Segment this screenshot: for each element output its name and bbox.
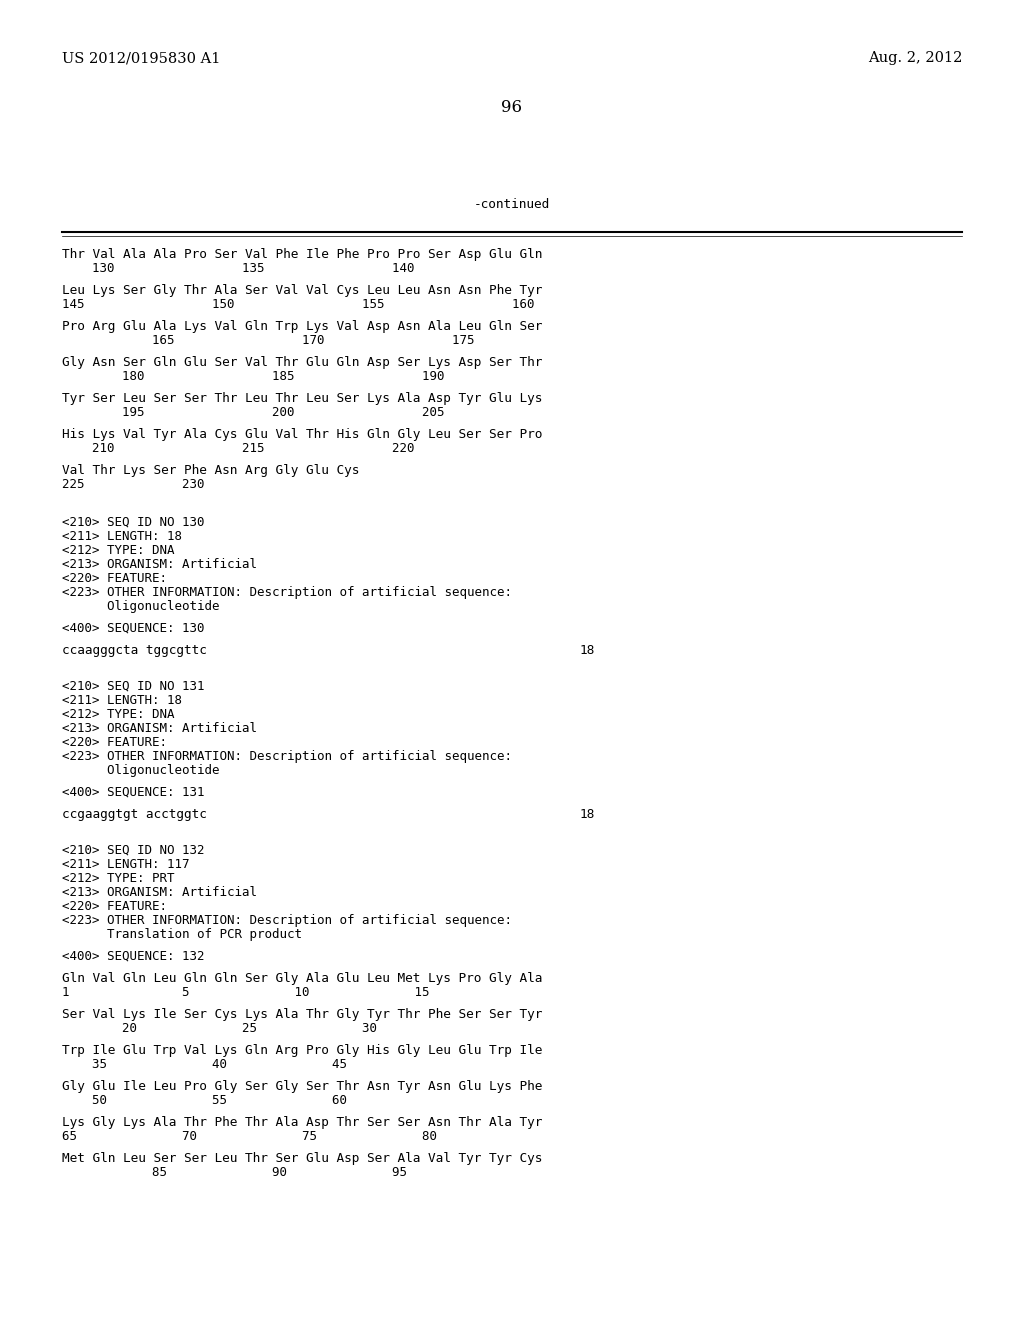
- Text: <211> LENGTH: 18: <211> LENGTH: 18: [62, 694, 182, 708]
- Text: 20              25              30: 20 25 30: [62, 1022, 377, 1035]
- Text: Translation of PCR product: Translation of PCR product: [62, 928, 302, 941]
- Text: <400> SEQUENCE: 131: <400> SEQUENCE: 131: [62, 785, 205, 799]
- Text: Gln Val Gln Leu Gln Gln Ser Gly Ala Glu Leu Met Lys Pro Gly Ala: Gln Val Gln Leu Gln Gln Ser Gly Ala Glu …: [62, 972, 543, 985]
- Text: His Lys Val Tyr Ala Cys Glu Val Thr His Gln Gly Leu Ser Ser Pro: His Lys Val Tyr Ala Cys Glu Val Thr His …: [62, 428, 543, 441]
- Text: 210                 215                 220: 210 215 220: [62, 442, 415, 455]
- Text: <220> FEATURE:: <220> FEATURE:: [62, 572, 167, 585]
- Text: Gly Glu Ile Leu Pro Gly Ser Gly Ser Thr Asn Tyr Asn Glu Lys Phe: Gly Glu Ile Leu Pro Gly Ser Gly Ser Thr …: [62, 1080, 543, 1093]
- Text: ccaagggcta tggcgttc: ccaagggcta tggcgttc: [62, 644, 207, 657]
- Text: <223> OTHER INFORMATION: Description of artificial sequence:: <223> OTHER INFORMATION: Description of …: [62, 586, 512, 599]
- Text: <223> OTHER INFORMATION: Description of artificial sequence:: <223> OTHER INFORMATION: Description of …: [62, 750, 512, 763]
- Text: -continued: -continued: [474, 198, 550, 211]
- Text: 18: 18: [580, 808, 595, 821]
- Text: Trp Ile Glu Trp Val Lys Gln Arg Pro Gly His Gly Leu Glu Trp Ile: Trp Ile Glu Trp Val Lys Gln Arg Pro Gly …: [62, 1044, 543, 1057]
- Text: <400> SEQUENCE: 132: <400> SEQUENCE: 132: [62, 950, 205, 964]
- Text: <212> TYPE: DNA: <212> TYPE: DNA: [62, 544, 174, 557]
- Text: <223> OTHER INFORMATION: Description of artificial sequence:: <223> OTHER INFORMATION: Description of …: [62, 913, 512, 927]
- Text: Oligonucleotide: Oligonucleotide: [62, 764, 219, 777]
- Text: <213> ORGANISM: Artificial: <213> ORGANISM: Artificial: [62, 558, 257, 572]
- Text: 1               5              10              15: 1 5 10 15: [62, 986, 429, 999]
- Text: Met Gln Leu Ser Ser Leu Thr Ser Glu Asp Ser Ala Val Tyr Tyr Cys: Met Gln Leu Ser Ser Leu Thr Ser Glu Asp …: [62, 1152, 543, 1166]
- Text: 195                 200                 205: 195 200 205: [62, 407, 444, 418]
- Text: <212> TYPE: DNA: <212> TYPE: DNA: [62, 708, 174, 721]
- Text: Tyr Ser Leu Ser Ser Thr Leu Thr Leu Ser Lys Ala Asp Tyr Glu Lys: Tyr Ser Leu Ser Ser Thr Leu Thr Leu Ser …: [62, 392, 543, 405]
- Text: 18: 18: [580, 644, 595, 657]
- Text: <213> ORGANISM: Artificial: <213> ORGANISM: Artificial: [62, 722, 257, 735]
- Text: US 2012/0195830 A1: US 2012/0195830 A1: [62, 51, 220, 65]
- Text: <211> LENGTH: 18: <211> LENGTH: 18: [62, 531, 182, 543]
- Text: Thr Val Ala Ala Pro Ser Val Phe Ile Phe Pro Pro Ser Asp Glu Gln: Thr Val Ala Ala Pro Ser Val Phe Ile Phe …: [62, 248, 543, 261]
- Text: <210> SEQ ID NO 130: <210> SEQ ID NO 130: [62, 516, 205, 529]
- Text: <220> FEATURE:: <220> FEATURE:: [62, 737, 167, 748]
- Text: Leu Lys Ser Gly Thr Ala Ser Val Val Cys Leu Leu Asn Asn Phe Tyr: Leu Lys Ser Gly Thr Ala Ser Val Val Cys …: [62, 284, 543, 297]
- Text: <220> FEATURE:: <220> FEATURE:: [62, 900, 167, 913]
- Text: <213> ORGANISM: Artificial: <213> ORGANISM: Artificial: [62, 886, 257, 899]
- Text: Ser Val Lys Ile Ser Cys Lys Ala Thr Gly Tyr Thr Phe Ser Ser Tyr: Ser Val Lys Ile Ser Cys Lys Ala Thr Gly …: [62, 1008, 543, 1020]
- Text: 96: 96: [502, 99, 522, 116]
- Text: 130                 135                 140: 130 135 140: [62, 261, 415, 275]
- Text: 225             230: 225 230: [62, 478, 205, 491]
- Text: Val Thr Lys Ser Phe Asn Arg Gly Glu Cys: Val Thr Lys Ser Phe Asn Arg Gly Glu Cys: [62, 465, 359, 477]
- Text: 85              90              95: 85 90 95: [62, 1166, 407, 1179]
- Text: <210> SEQ ID NO 132: <210> SEQ ID NO 132: [62, 843, 205, 857]
- Text: ccgaaggtgt acctggtc: ccgaaggtgt acctggtc: [62, 808, 207, 821]
- Text: <211> LENGTH: 117: <211> LENGTH: 117: [62, 858, 189, 871]
- Text: Aug. 2, 2012: Aug. 2, 2012: [867, 51, 962, 65]
- Text: Lys Gly Lys Ala Thr Phe Thr Ala Asp Thr Ser Ser Asn Thr Ala Tyr: Lys Gly Lys Ala Thr Phe Thr Ala Asp Thr …: [62, 1115, 543, 1129]
- Text: Oligonucleotide: Oligonucleotide: [62, 601, 219, 612]
- Text: <210> SEQ ID NO 131: <210> SEQ ID NO 131: [62, 680, 205, 693]
- Text: 180                 185                 190: 180 185 190: [62, 370, 444, 383]
- Text: 165                 170                 175: 165 170 175: [62, 334, 474, 347]
- Text: 145                 150                 155                 160: 145 150 155 160: [62, 298, 535, 312]
- Text: 35              40              45: 35 40 45: [62, 1059, 347, 1071]
- Text: <212> TYPE: PRT: <212> TYPE: PRT: [62, 873, 174, 884]
- Text: 50              55              60: 50 55 60: [62, 1094, 347, 1107]
- Text: Pro Arg Glu Ala Lys Val Gln Trp Lys Val Asp Asn Ala Leu Gln Ser: Pro Arg Glu Ala Lys Val Gln Trp Lys Val …: [62, 319, 543, 333]
- Text: <400> SEQUENCE: 130: <400> SEQUENCE: 130: [62, 622, 205, 635]
- Text: Gly Asn Ser Gln Glu Ser Val Thr Glu Gln Asp Ser Lys Asp Ser Thr: Gly Asn Ser Gln Glu Ser Val Thr Glu Gln …: [62, 356, 543, 370]
- Text: 65              70              75              80: 65 70 75 80: [62, 1130, 437, 1143]
